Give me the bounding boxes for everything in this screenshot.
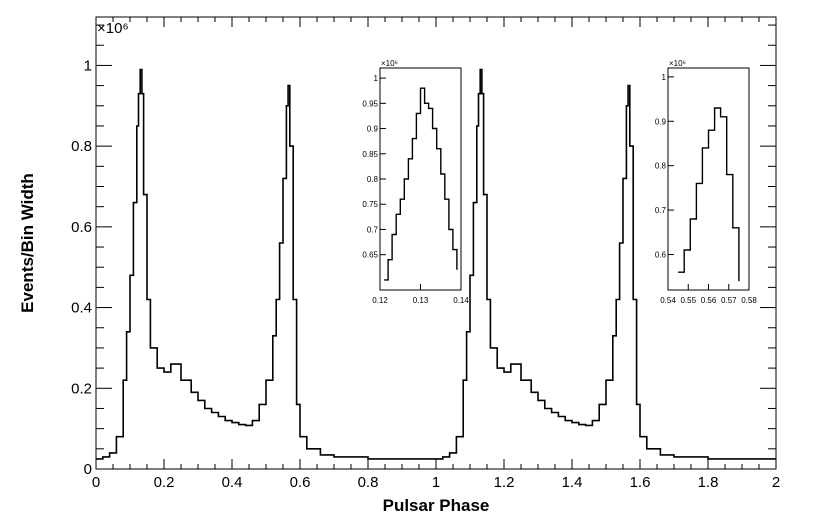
inset-y-tick-label: 0.8 bbox=[367, 175, 379, 184]
inset-x-tick-label: 0.13 bbox=[413, 296, 429, 305]
inset-y-tick-label: 0.9 bbox=[655, 117, 667, 126]
inset-x-tick-label: 0.54 bbox=[660, 296, 676, 305]
x-tick-label: 2 bbox=[772, 474, 780, 491]
inset-y-tick-label: 0.85 bbox=[362, 150, 378, 159]
x-tick-label: 1 bbox=[432, 474, 440, 491]
inset-x-tick-label: 0.56 bbox=[701, 296, 717, 305]
y-tick-label: 0.6 bbox=[71, 219, 92, 236]
main-y-tick-labels: 0 0.2 0.4 0.6 0.8 1 bbox=[71, 57, 92, 478]
inset-y-tick-label: 0.7 bbox=[655, 206, 667, 215]
x-axis-title: Pulsar Phase bbox=[383, 496, 490, 515]
x-tick-label: 0.8 bbox=[358, 474, 379, 491]
inset-chart-left: 0.12 0.13 0.14 0.65 0.7 0.75 0.8 0.85 0.9 0.95 1×1… bbox=[362, 59, 469, 305]
inset-y-tick-label: 0.95 bbox=[362, 99, 378, 108]
inset-x-tick-label: 0.57 bbox=[721, 296, 737, 305]
x-tick-label: 1.2 bbox=[494, 474, 515, 491]
series-line bbox=[96, 68, 776, 460]
inset-chart-right: 0.54 0.55 0.56 0.57 0.58 0.6 0.7 0.8 0.9 1×10⁶ bbox=[655, 59, 757, 305]
y-tick-label: 0 bbox=[84, 461, 92, 478]
inset-series-line bbox=[678, 107, 740, 282]
x-tick-label: 1.6 bbox=[630, 474, 651, 491]
inset-frame bbox=[667, 67, 750, 291]
inset-x-tick-label: 0.58 bbox=[741, 296, 757, 305]
main-axis-ticks bbox=[95, 17, 777, 470]
x-tick-label: 0.2 bbox=[154, 474, 175, 491]
x-tick-label: 1.8 bbox=[698, 474, 719, 491]
y-tick-label: 0.8 bbox=[71, 138, 92, 155]
y-tick-label: 0.2 bbox=[71, 380, 92, 397]
y-multiplier-label: ×10⁶ bbox=[97, 20, 129, 37]
inset-y-tick-label: 1 bbox=[662, 73, 667, 82]
inset-y-multiplier-label: ×10⁶ bbox=[381, 59, 398, 68]
inset-x-tick-label: 0.12 bbox=[372, 296, 388, 305]
x-tick-label: 0 bbox=[92, 474, 100, 491]
y-tick-label: 1 bbox=[84, 57, 92, 74]
inset-series-line bbox=[384, 87, 458, 281]
inset-y-tick-label: 0.75 bbox=[362, 200, 378, 209]
inset-x-tick-label: 0.55 bbox=[680, 296, 696, 305]
inset-y-tick-label: 0.7 bbox=[367, 225, 379, 234]
y-axis-title: Events/Bin Width bbox=[18, 173, 37, 313]
y-tick-label: 0.4 bbox=[71, 300, 92, 317]
inset-x-tick-label: 0.14 bbox=[453, 296, 469, 305]
inset-y-tick-label: 0.65 bbox=[362, 251, 378, 260]
main-x-tick-labels: 0 0.2 0.4 0.6 0.8 1 1.2 1.4 1.6 1.8 2 bbox=[92, 474, 780, 491]
inset-y-tick-label: 0.6 bbox=[655, 250, 667, 259]
inset-y-tick-label: 1 bbox=[374, 74, 379, 83]
inset-y-multiplier-label: ×10⁶ bbox=[669, 59, 686, 68]
x-tick-label: 0.6 bbox=[290, 474, 311, 491]
inset-y-tick-label: 0.8 bbox=[655, 162, 667, 171]
x-tick-label: 1.4 bbox=[562, 474, 583, 491]
x-tick-label: 0.4 bbox=[222, 474, 243, 491]
inset-y-tick-label: 0.9 bbox=[367, 125, 379, 134]
